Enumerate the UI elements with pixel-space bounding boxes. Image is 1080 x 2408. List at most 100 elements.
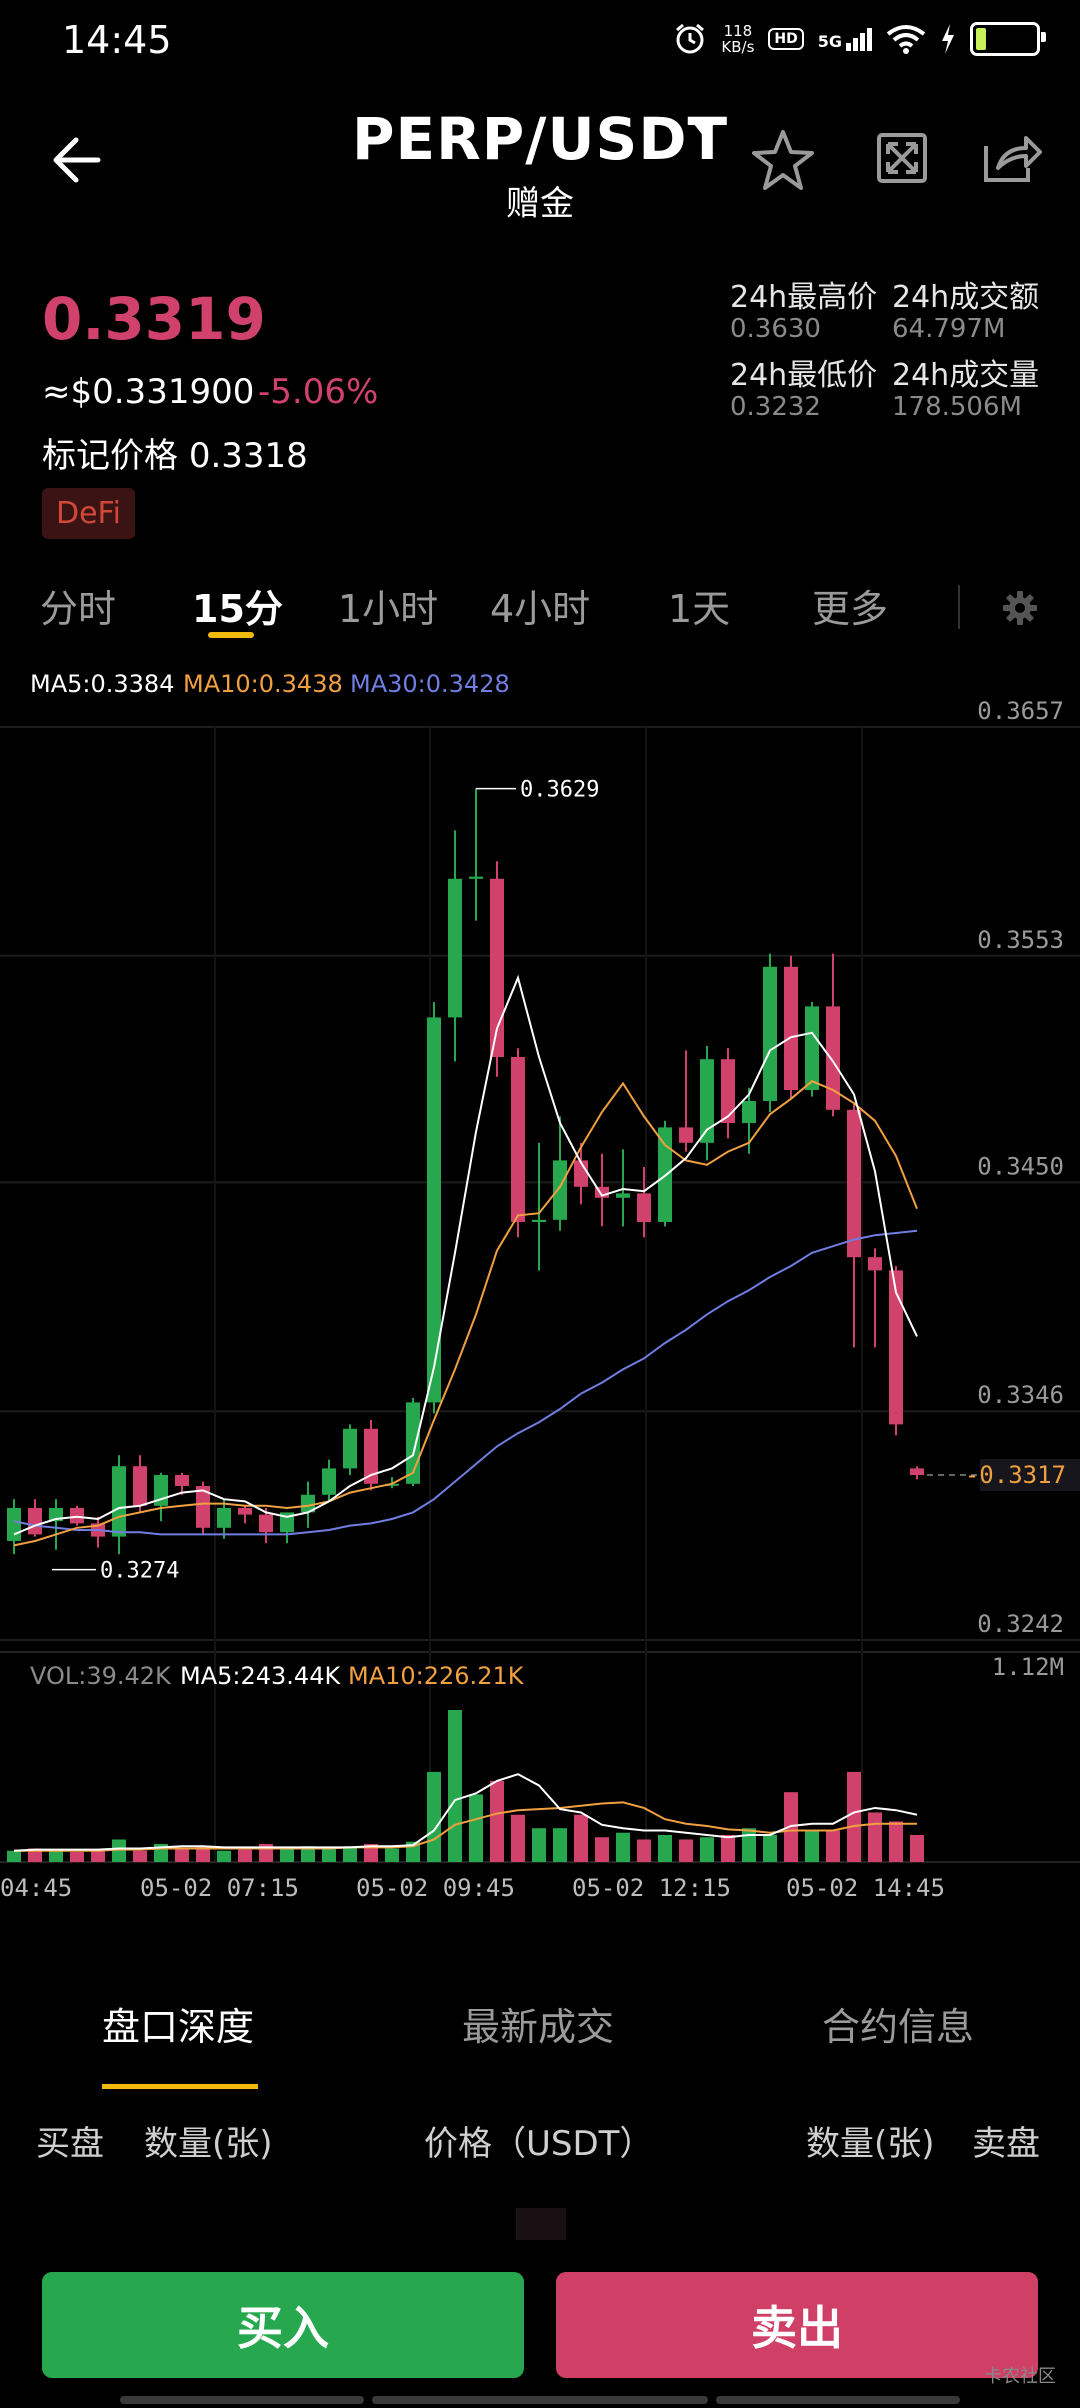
candle-body (238, 1508, 252, 1515)
candle-body (721, 1059, 735, 1123)
mark-price: 标记价格 0.3318 (42, 428, 308, 477)
x-tick-label: 04:45 (0, 1874, 72, 1900)
tab-interval-more[interactable]: 更多 (812, 587, 889, 631)
high-value: 0.3630 (730, 314, 821, 344)
volume-bar (553, 1828, 567, 1862)
candle-body (490, 878, 504, 1057)
nav-bar-right[interactable] (716, 2396, 960, 2404)
volume-bar (532, 1828, 546, 1862)
candle-body (427, 1017, 441, 1403)
candle-body (763, 966, 777, 1101)
volume-bar (238, 1849, 252, 1862)
star-icon[interactable] (750, 128, 816, 194)
charging-icon (942, 24, 954, 54)
network-speed: 118 KB/s (721, 23, 754, 55)
sell-button[interactable]: 卖出 (556, 2272, 1038, 2378)
y-tick-label: 0.3242 (977, 1610, 1064, 1638)
candle-body (112, 1466, 126, 1537)
usd-price: ≈$0.331900 (42, 372, 255, 412)
volume-bar (574, 1814, 588, 1862)
high-marker-label: 0.3629 (520, 778, 599, 803)
candle-body (196, 1486, 210, 1528)
ma10-legend: MA10:0.3438 (183, 670, 343, 698)
status-time: 14:45 (62, 18, 172, 62)
candle-body (700, 1059, 714, 1143)
ma-lines (13, 974, 918, 1547)
candle-body (616, 1193, 630, 1198)
tab-interval-15m[interactable]: 15分 (192, 587, 283, 631)
candle-body (511, 1057, 525, 1222)
turnover-value: 64.797M (892, 314, 1006, 344)
tab-interval-4h[interactable]: 4小时 (490, 587, 591, 631)
y-tick-label: 0.3553 (977, 926, 1064, 954)
volume-bar (700, 1837, 714, 1862)
y-tick-label: 0.3657 (977, 700, 1064, 725)
volume-axis-max: 1.12M (992, 1653, 1064, 1681)
candle-body (679, 1127, 693, 1143)
volume-bar (868, 1812, 882, 1862)
volume-bar (28, 1848, 42, 1862)
tab-depth[interactable]: 盘口深度 (102, 2005, 255, 2049)
candle-body (553, 1160, 567, 1220)
candle-body (889, 1270, 903, 1425)
current-price-label: -0.3317 (965, 1461, 1066, 1489)
volume-bar (763, 1834, 777, 1862)
back-arrow-icon[interactable] (48, 130, 108, 190)
vol-ma10-legend: MA10:226.21K (348, 1662, 524, 1690)
share-icon[interactable] (982, 132, 1042, 184)
pair-title[interactable]: PERP/USDT (351, 105, 729, 173)
tab-divider (958, 585, 960, 629)
volume-bar (637, 1839, 651, 1862)
change-percent: -5.06% (258, 372, 379, 412)
buy-button[interactable]: 买入 (42, 2272, 524, 2378)
category-tag[interactable]: DeFi (42, 488, 135, 539)
expand-icon[interactable] (876, 132, 928, 184)
ask-header: 卖盘 (972, 2124, 1040, 2164)
candle-body (469, 876, 483, 879)
volume-bar (364, 1843, 378, 1862)
vol-ma5-line (13, 1773, 918, 1852)
kline-chart[interactable]: 0.3657 0.3553 0.3450 0.3346 0.3242 0.3629 0.32… (0, 700, 1080, 1900)
pair-dropdown-caret-icon[interactable] (694, 124, 714, 137)
volume-bar (280, 1848, 294, 1862)
nav-bar-left[interactable] (120, 2396, 364, 2404)
volume-bar (322, 1848, 336, 1862)
volume-bar (658, 1834, 672, 1862)
mark-price-value: 0.3318 (188, 436, 308, 476)
interval-tab-indicator (208, 632, 254, 638)
tab-interval-time[interactable]: 分时 (40, 587, 117, 631)
candle-body (217, 1508, 231, 1528)
tab-contract-info[interactable]: 合约信息 (822, 2005, 975, 2049)
gear-icon[interactable] (1002, 590, 1038, 626)
volume-bar (784, 1792, 798, 1862)
volume-bar (70, 1851, 84, 1862)
status-icons: 118 KB/s HD 5G (673, 22, 1046, 56)
volume-bar (805, 1830, 819, 1862)
speed-value: 118 (723, 22, 753, 40)
volume-ma-lines (13, 1773, 918, 1852)
nav-bar-center[interactable] (372, 2396, 708, 2404)
vol-ma10-line (14, 1801, 917, 1852)
candle-body (784, 966, 798, 1090)
candle-body (364, 1428, 378, 1484)
low-value: 0.3232 (730, 392, 821, 422)
volume-bar (112, 1839, 126, 1862)
volume-bar (343, 1846, 357, 1862)
candle-body (301, 1494, 315, 1513)
alarm-icon (676, 23, 705, 54)
pair-subtitle: 赠金 (506, 184, 574, 224)
orderbook-tab-indicator (102, 2084, 258, 2089)
volume-bar (217, 1850, 231, 1862)
candle-body (826, 1006, 840, 1110)
volume-bars (7, 1710, 924, 1862)
tab-interval-1d[interactable]: 1天 (668, 587, 731, 631)
volume-bar (490, 1780, 504, 1862)
battery-icon (970, 22, 1046, 56)
volume-bar (175, 1848, 189, 1862)
speed-unit: KB/s (721, 38, 755, 56)
mark-price-label: 标记价格 (42, 436, 178, 476)
candle-body (343, 1428, 357, 1469)
volume-bar (91, 1849, 105, 1862)
tab-interval-1h[interactable]: 1小时 (338, 587, 439, 631)
tab-latest-trades[interactable]: 最新成交 (462, 2005, 615, 2049)
